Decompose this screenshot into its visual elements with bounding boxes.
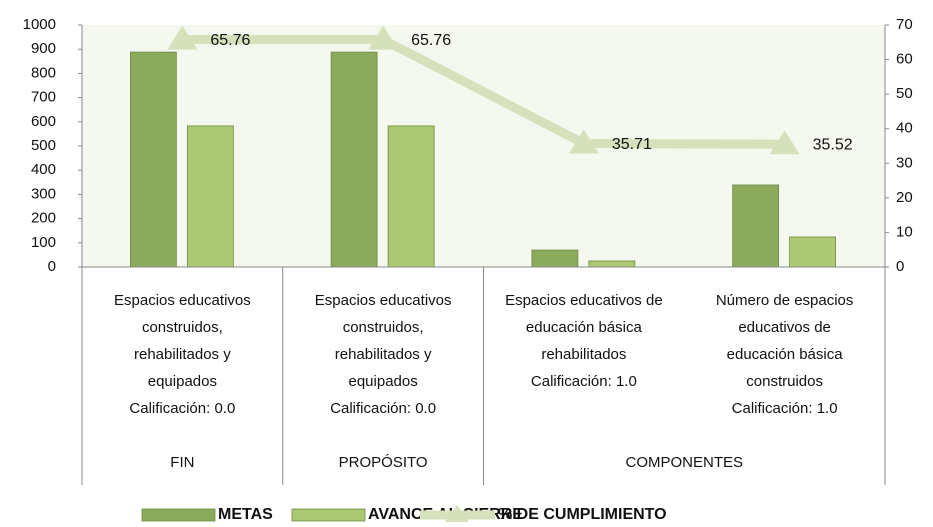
y2-tick-label: 10	[896, 223, 913, 240]
x-tick-label: Calificación: 1.0	[531, 373, 637, 390]
x-tick-label: Espacios educativos	[114, 292, 251, 309]
x-tick-label: construidos,	[142, 319, 223, 336]
y-tick-label: 900	[31, 40, 56, 57]
group-label: PROPÓSITO	[339, 454, 428, 471]
x-tick-label: construidos,	[343, 319, 424, 336]
data-label: 65.76	[210, 32, 250, 49]
marker	[568, 129, 599, 154]
x-tick-label: Número de espacios	[716, 292, 854, 309]
bar	[732, 184, 780, 268]
legend-swatch	[291, 508, 366, 522]
y2-tick-label: 40	[896, 120, 913, 137]
x-tick-label: rehabilitados y	[134, 346, 231, 363]
x-tick-label: rehabilitados y	[335, 346, 432, 363]
data-label: 35.71	[612, 136, 652, 153]
marker	[167, 25, 198, 50]
bar	[531, 249, 579, 268]
y-tick-label: 600	[31, 113, 56, 130]
bar	[129, 51, 177, 268]
y-tick-label: 1000	[23, 16, 56, 33]
y-tick-label: 0	[48, 258, 56, 275]
x-tick-label: Calificación: 1.0	[732, 400, 838, 417]
y-tick-label: 100	[31, 234, 56, 251]
x-tick-label: Calificación: 0.0	[129, 400, 235, 417]
x-tick-label: educación básica	[526, 319, 643, 336]
legend-label: METAS	[218, 506, 273, 523]
y2-tick-label: 60	[896, 51, 913, 68]
data-label: 35.52	[813, 136, 853, 153]
y-tick-label: 200	[31, 210, 56, 227]
x-tick-label: Espacios educativos de	[505, 292, 663, 309]
bar	[789, 236, 837, 268]
legend-label: % DE CUMPLIMIENTO	[498, 506, 667, 523]
marker	[368, 25, 399, 50]
group-label: COMPONENTES	[625, 454, 743, 471]
x-tick-label: Calificación: 0.0	[330, 400, 436, 417]
data-label: 65.76	[411, 32, 451, 49]
x-tick-label: rehabilitados	[541, 346, 626, 363]
y-tick-label: 400	[31, 161, 56, 178]
y2-tick-label: 20	[896, 189, 913, 206]
y-tick-label: 800	[31, 64, 56, 81]
y-tick-label: 300	[31, 185, 56, 202]
legend-swatch	[445, 505, 469, 522]
y-tick-label: 500	[31, 137, 56, 154]
x-tick-label: equipados	[349, 373, 418, 390]
x-tick-label: equipados	[148, 373, 217, 390]
y2-tick-label: 30	[896, 154, 913, 171]
y2-tick-label: 0	[896, 258, 904, 275]
x-tick-label: Espacios educativos	[315, 292, 452, 309]
bar	[186, 125, 234, 268]
legend-swatch	[141, 508, 216, 522]
marker	[769, 130, 800, 155]
y-tick-label: 700	[31, 89, 56, 106]
bar	[588, 260, 636, 268]
y2-tick-label: 70	[896, 16, 913, 33]
x-tick-label: construidos	[746, 373, 823, 390]
x-tick-label: educativos de	[738, 319, 831, 336]
y2-tick-label: 50	[896, 85, 913, 102]
line	[182, 35, 785, 149]
group-label: FIN	[170, 454, 194, 471]
bar	[330, 51, 378, 268]
x-tick-label: educación básica	[727, 346, 844, 363]
bar	[387, 125, 435, 268]
